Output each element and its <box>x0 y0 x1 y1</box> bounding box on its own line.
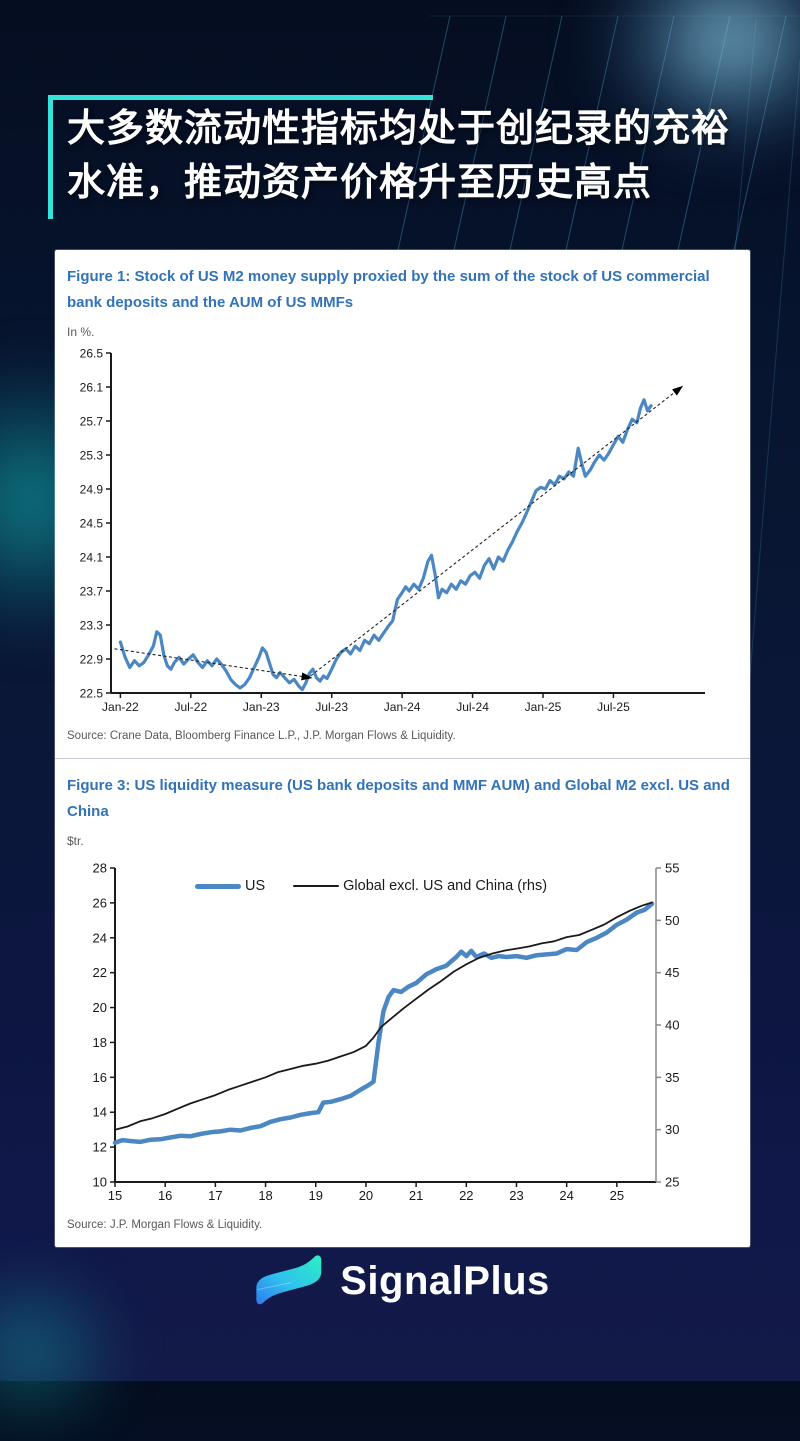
headline-line2: 水准，推动资产价格升至历史高点 <box>67 161 653 204</box>
svg-text:Jan-22: Jan-22 <box>102 700 139 714</box>
svg-text:20: 20 <box>359 1188 373 1203</box>
figure1-source: Source: Crane Data, Bloomberg Finance L.… <box>67 730 456 742</box>
footer-brand: SignalPlus <box>0 1252 800 1310</box>
m2-supply-line-chart: 22.5 22.9 23.3 23.7 24.1 24.5 24.9 25.3 25.7 26.1… <box>80 347 705 714</box>
svg-text:18: 18 <box>93 1035 107 1050</box>
figure1-section: Figure 1: Stock of US M2 money supply pr… <box>55 250 750 758</box>
figure1-title: Figure 1: Stock of US M2 money supply pr… <box>67 268 710 311</box>
svg-text:22.5: 22.5 <box>80 687 104 701</box>
svg-text:26.1: 26.1 <box>80 381 104 395</box>
svg-text:23: 23 <box>509 1188 523 1203</box>
figure3-source: Source: J.P. Morgan Flows & Liquidity. <box>67 1219 263 1231</box>
svg-text:23.3: 23.3 <box>80 619 104 633</box>
svg-text:22: 22 <box>459 1188 473 1203</box>
svg-text:22.9: 22.9 <box>80 653 104 667</box>
svg-text:40: 40 <box>665 1018 679 1033</box>
svg-text:30: 30 <box>665 1122 679 1137</box>
svg-text:50: 50 <box>665 913 679 928</box>
svg-text:21: 21 <box>409 1188 423 1203</box>
svg-text:28: 28 <box>93 861 107 876</box>
figure3-section: Figure 3: US liquidity measure (US bank … <box>55 759 750 1247</box>
headline: 大多数流动性指标均处于创纪录的充裕 水准，推动资产价格升至历史高点 <box>48 95 758 219</box>
svg-text:15: 15 <box>108 1188 122 1203</box>
headline-line1: 大多数流动性指标均处于创纪录的充裕 <box>67 108 731 150</box>
svg-text:19: 19 <box>309 1188 323 1203</box>
svg-text:24: 24 <box>559 1188 573 1203</box>
svg-text:Jul-25: Jul-25 <box>597 700 630 714</box>
figure3-unit-label: $tr. <box>67 834 84 848</box>
svg-text:24.5: 24.5 <box>80 517 104 531</box>
svg-text:Jan-23: Jan-23 <box>243 700 280 714</box>
svg-text:26.5: 26.5 <box>80 347 104 361</box>
figure3-chart: 10 12 14 16 18 20 22 24 26 28 25 30 35 40 45 50 55 15 16 17… <box>67 852 738 1211</box>
global-line-swatch <box>293 885 340 887</box>
figure3-title: Figure 3: US liquidity measure (US bank … <box>67 777 730 820</box>
svg-text:24.1: 24.1 <box>80 551 104 565</box>
svg-text:25: 25 <box>610 1188 624 1203</box>
page-title: 大多数流动性指标均处于创纪录的充裕 水准，推动资产价格升至历史高点 <box>48 95 758 219</box>
svg-text:17: 17 <box>208 1188 222 1203</box>
svg-text:Jan-24: Jan-24 <box>384 700 421 714</box>
legend-label-global: Global excl. US and China (rhs) <box>343 878 548 894</box>
svg-text:10: 10 <box>93 1175 107 1190</box>
svg-text:16: 16 <box>93 1070 107 1085</box>
chart-legend: US Global excl. US and China (rhs) <box>195 878 547 894</box>
brand-name: SignalPlus <box>340 1258 550 1303</box>
svg-text:12: 12 <box>93 1140 107 1155</box>
svg-text:Jul-22: Jul-22 <box>174 700 207 714</box>
signalplus-logo-icon <box>256 1255 322 1305</box>
svg-text:14: 14 <box>93 1105 107 1120</box>
svg-text:25: 25 <box>665 1175 679 1190</box>
svg-text:25.7: 25.7 <box>80 415 104 429</box>
figures-card: Figure 1: Stock of US M2 money supply pr… <box>55 250 750 1247</box>
svg-text:Jan-25: Jan-25 <box>525 700 562 714</box>
figure1-unit-label: In %. <box>67 325 95 339</box>
svg-text:26: 26 <box>93 895 107 910</box>
svg-text:45: 45 <box>665 965 679 980</box>
title-accent-bar <box>48 95 433 100</box>
svg-text:23.7: 23.7 <box>80 585 104 599</box>
liquidity-dual-axis-line-chart: 10 12 14 16 18 20 22 24 26 28 25 30 35 40 45 50 55 15 16 17… <box>93 861 680 1204</box>
legend-item-us: US <box>195 878 265 894</box>
svg-text:Jul-23: Jul-23 <box>315 700 348 714</box>
legend-label-us: US <box>245 878 266 894</box>
svg-text:16: 16 <box>158 1188 172 1203</box>
figure1-chart: 22.5 22.9 23.3 23.7 24.1 24.5 24.9 25.3 25.7 26.1… <box>67 343 738 722</box>
svg-text:25.3: 25.3 <box>80 449 104 463</box>
svg-text:24: 24 <box>93 930 107 945</box>
svg-text:24.9: 24.9 <box>80 483 104 497</box>
svg-text:20: 20 <box>93 1000 107 1015</box>
svg-text:22: 22 <box>93 965 107 980</box>
legend-item-global: Global excl. US and China (rhs) <box>293 878 547 894</box>
svg-text:18: 18 <box>258 1188 272 1203</box>
svg-text:35: 35 <box>665 1070 679 1085</box>
card-divider <box>55 758 750 759</box>
svg-text:55: 55 <box>665 861 679 876</box>
svg-text:Jul-24: Jul-24 <box>456 700 489 714</box>
us-line-swatch <box>195 883 241 889</box>
